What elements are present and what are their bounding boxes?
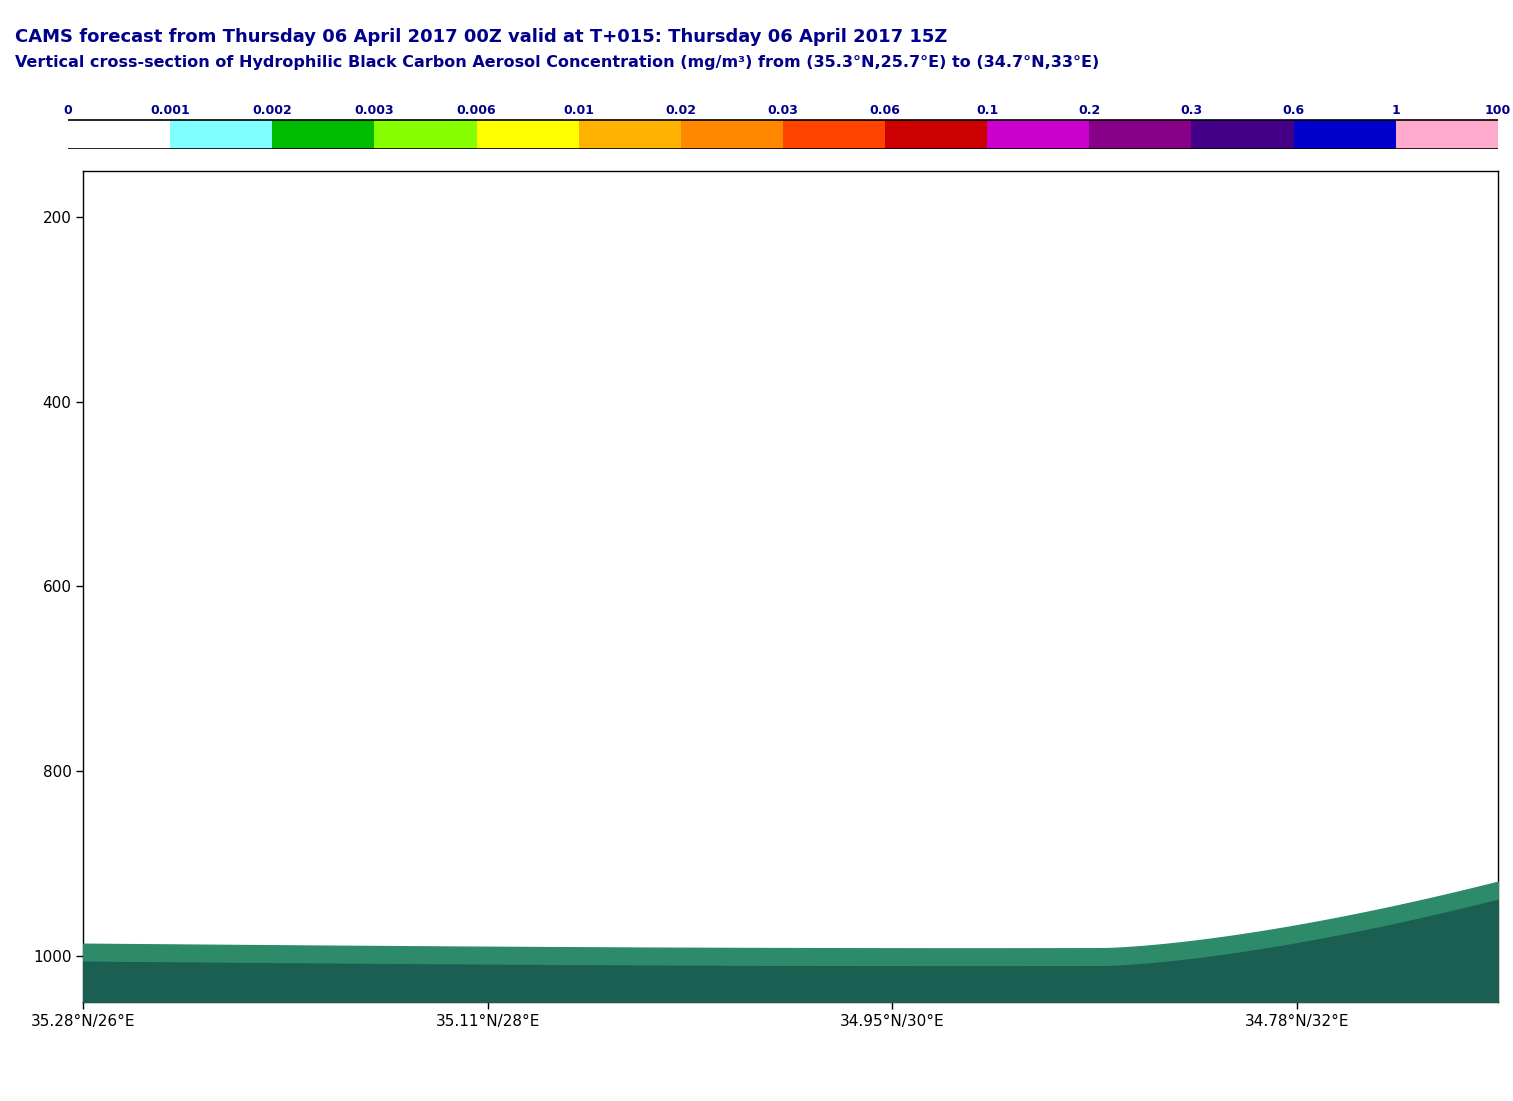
Text: 0.2: 0.2: [1079, 103, 1100, 117]
Text: 0.3: 0.3: [1180, 103, 1203, 117]
Bar: [1192, 120, 1294, 149]
Text: CAMS forecast from Thursday 06 April 2017 00Z valid at T+015: Thursday 06 April : CAMS forecast from Thursday 06 April 201…: [15, 28, 947, 45]
Text: 0.01: 0.01: [563, 103, 595, 117]
Text: 0.6: 0.6: [1283, 103, 1304, 117]
Text: Vertical cross-section of Hydrophilic Black Carbon Aerosol Concentration (mg/m³): Vertical cross-section of Hydrophilic Bl…: [15, 55, 1100, 70]
Text: 0.006: 0.006: [457, 103, 496, 117]
Bar: [272, 120, 374, 149]
Bar: [1294, 120, 1395, 149]
Bar: [784, 120, 885, 149]
Bar: [1089, 120, 1191, 149]
Text: 0.02: 0.02: [666, 103, 696, 117]
Bar: [169, 120, 272, 149]
Text: 0: 0: [64, 103, 73, 117]
Text: 100: 100: [1484, 103, 1511, 117]
Text: 1: 1: [1392, 103, 1400, 117]
Text: 0.002: 0.002: [253, 103, 292, 117]
Bar: [374, 120, 477, 149]
Bar: [986, 120, 1089, 149]
Text: 0.03: 0.03: [767, 103, 799, 117]
Bar: [885, 120, 986, 149]
Bar: [578, 120, 681, 149]
Text: 0.003: 0.003: [354, 103, 395, 117]
Text: 0.001: 0.001: [150, 103, 191, 117]
Bar: [477, 120, 578, 149]
Text: 0.06: 0.06: [870, 103, 900, 117]
Bar: [68, 120, 169, 149]
Text: 0.1: 0.1: [976, 103, 999, 117]
Bar: [681, 120, 784, 149]
Bar: [1395, 120, 1498, 149]
